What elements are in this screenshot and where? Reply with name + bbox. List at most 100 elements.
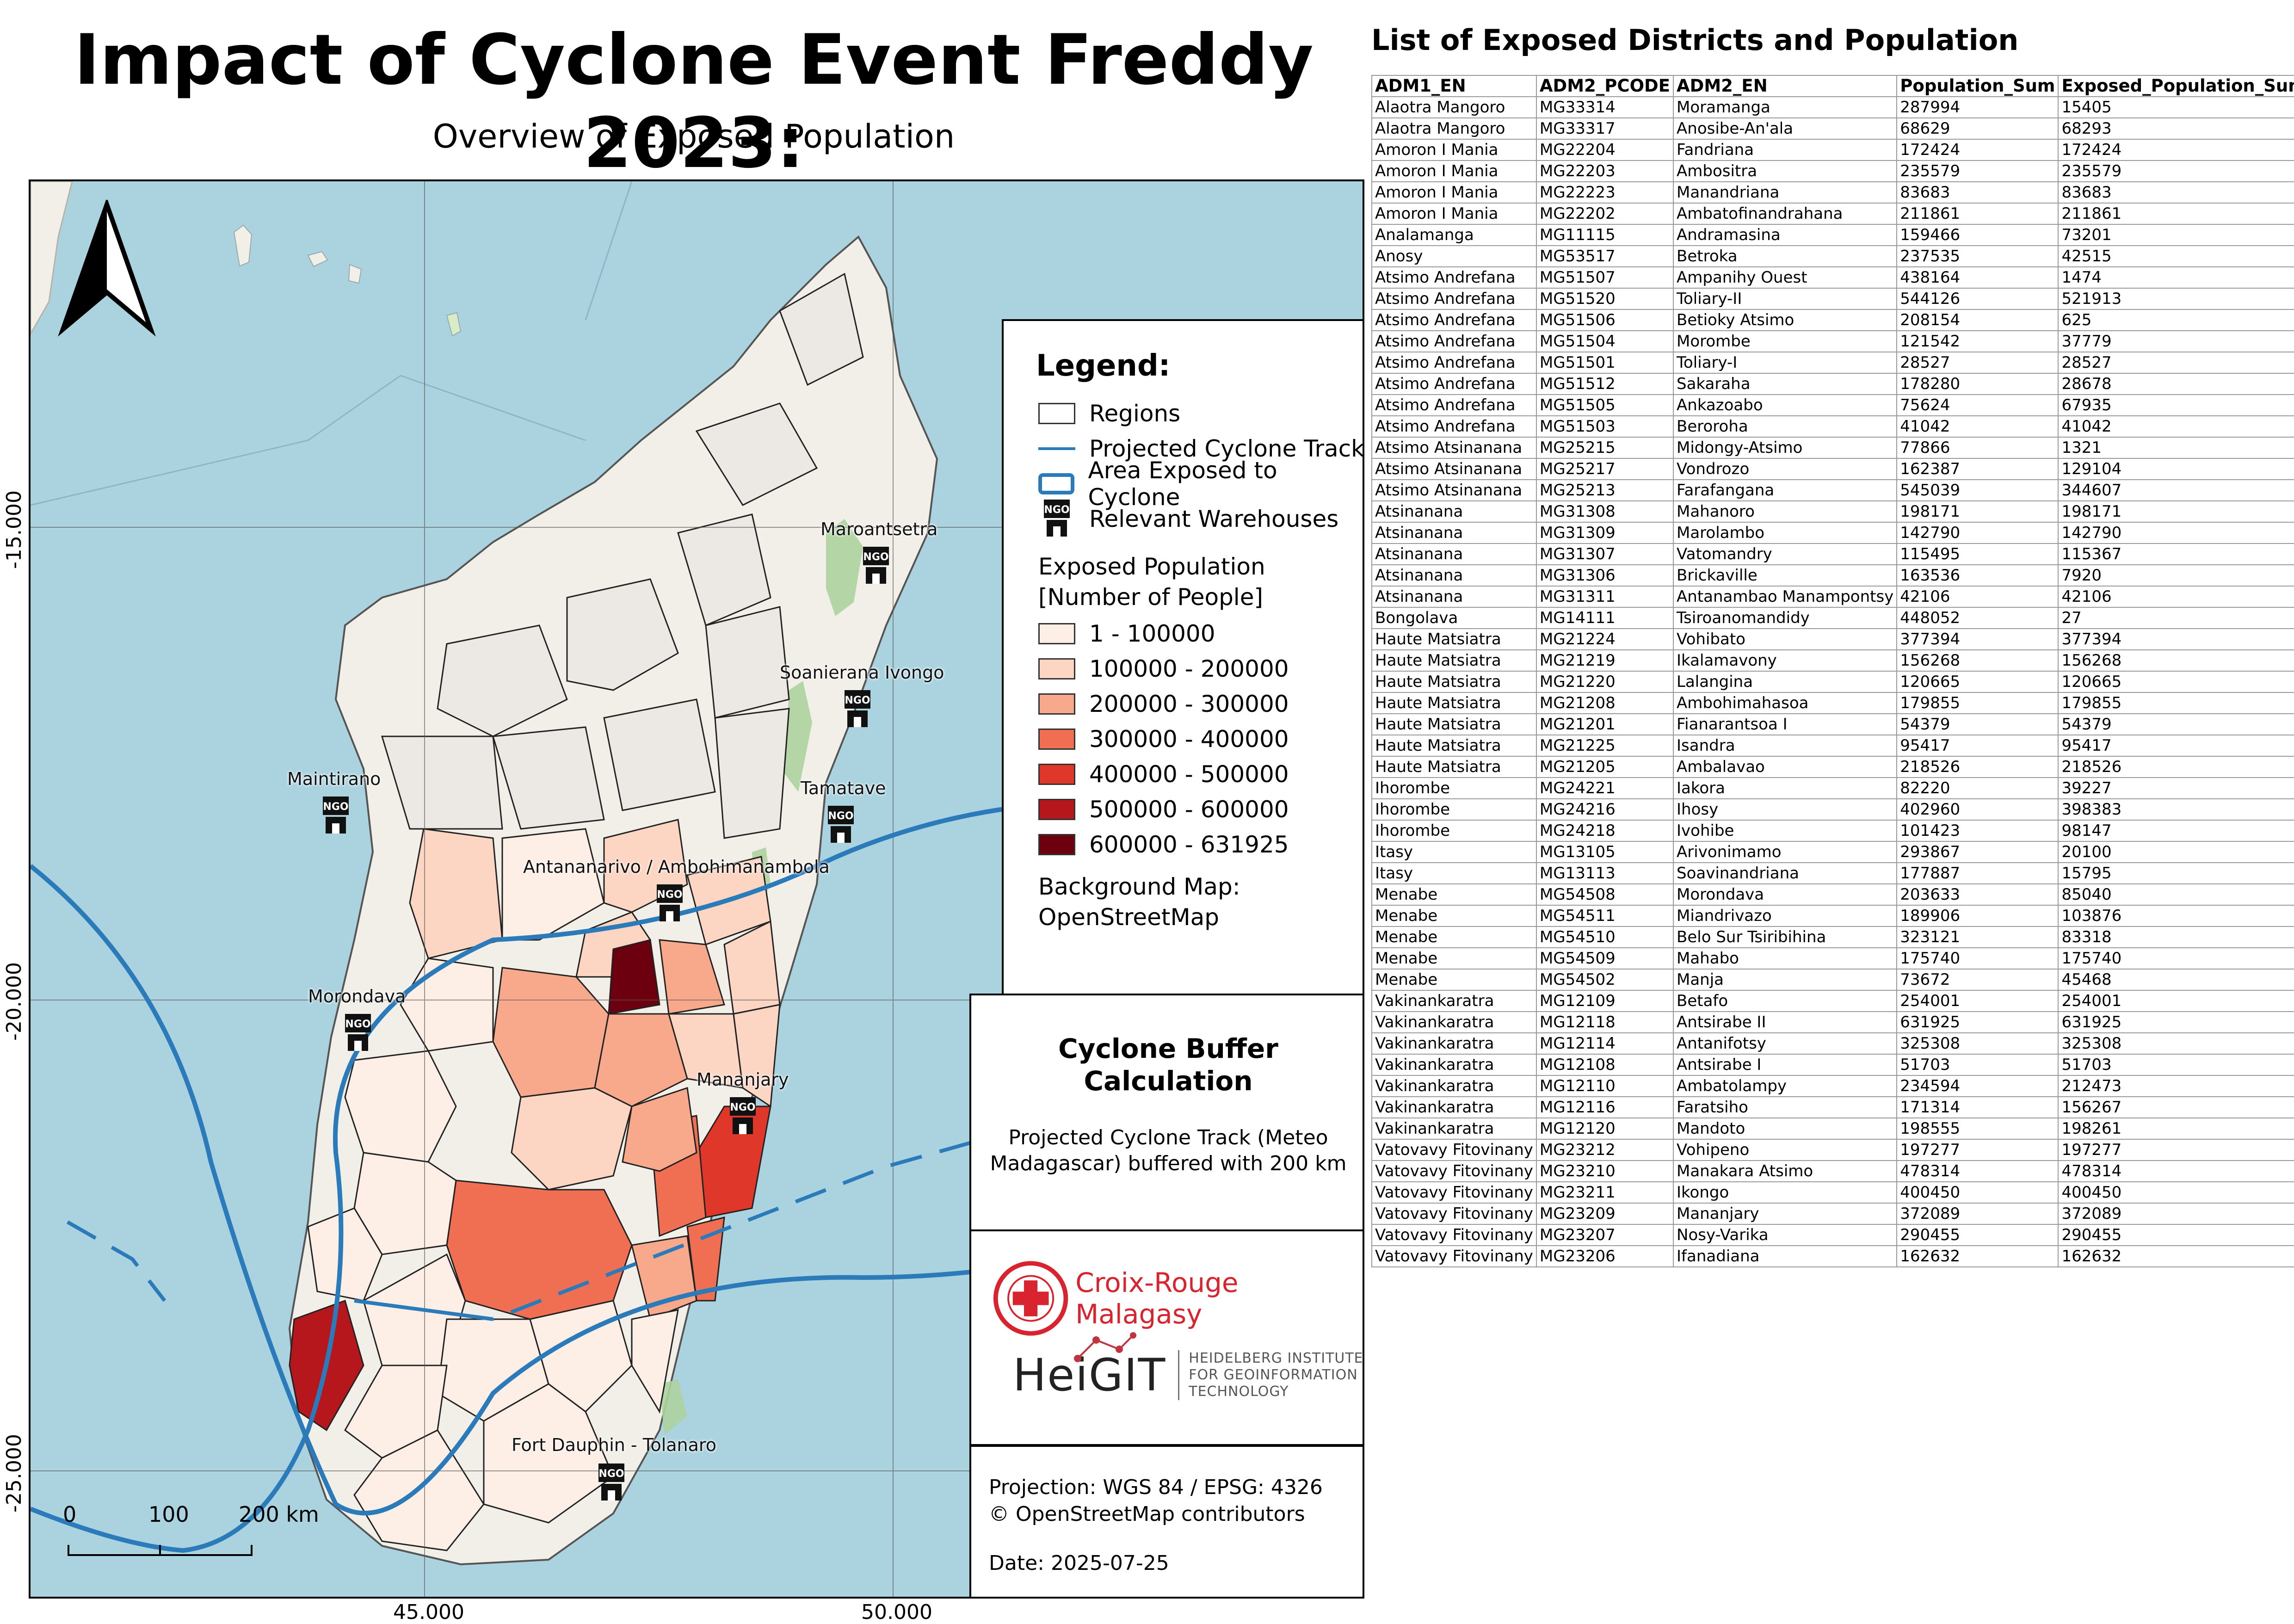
table-row[interactable]: Alaotra Mangoro MG33317 Anosibe-An'ala 6862…	[1371, 117, 2294, 140]
table-cell: MG51504	[1536, 330, 1674, 352]
table-cell: MG13113	[1536, 862, 1674, 884]
ngo-warehouse-icon[interactable]: NGO	[863, 547, 889, 586]
table-row[interactable]: Menabe MG54509 Mahabo 175740 175740	[1371, 947, 2294, 969]
table-row[interactable]: Vakinankaratra MG12120 Mandoto 198555 198261	[1371, 1118, 2294, 1140]
table-row[interactable]: Haute Matsiatra MG21205 Ambalavao 218526 218…	[1371, 756, 2294, 778]
table-row[interactable]: Atsimo Andrefana MG51501 Toliary-I 28527 285…	[1371, 352, 2294, 374]
table-row[interactable]: Vatovavy Fitovinany MG23209 Mananjary 37208…	[1371, 1203, 2294, 1225]
table-row[interactable]: Atsimo Andrefana MG51505 Ankazoabo 75624 679…	[1371, 394, 2294, 416]
table-cell: Ihorombe	[1371, 820, 1537, 842]
warehouse-label-soanierana-ivongo: Soanierana Ivongo	[780, 662, 944, 683]
table-row[interactable]: Menabe MG54510 Belo Sur Tsiribihina 323121 8…	[1371, 926, 2294, 948]
table-row[interactable]: Ihorombe MG24218 Ivohibe 101423 98147	[1371, 820, 2294, 842]
table-row[interactable]: Haute Matsiatra MG21225 Isandra 95417 95417	[1371, 735, 2294, 757]
table-cell: MG11115	[1536, 224, 1674, 246]
column-header[interactable]: ADM1_EN	[1371, 75, 1537, 97]
column-header[interactable]: ADM2_EN	[1673, 75, 1898, 97]
ngo-warehouse-icon[interactable]: NGO	[828, 806, 854, 845]
table-row[interactable]: Atsimo Andrefana MG51520 Toliary-II 544126 5…	[1371, 288, 2294, 310]
table-row[interactable]: Amoron I Mania MG22204 Fandriana 172424 1724…	[1371, 139, 2294, 161]
table-row[interactable]: Atsimo Atsinanana MG25215 Midongy-Atsimo 77…	[1371, 437, 2294, 459]
table-cell: Toliary-II	[1673, 288, 1898, 310]
ngo-warehouse-icon[interactable]: NGO	[730, 1097, 756, 1136]
table-row[interactable]: Vakinankaratra MG12116 Faratsiho 171314 1562…	[1371, 1096, 2294, 1118]
column-header[interactable]: ADM2_PCODE	[1536, 75, 1674, 97]
table-row[interactable]: Itasy MG13105 Arivonimamo 293867 20100	[1371, 841, 2294, 863]
table-cell: 163536	[1896, 564, 2059, 587]
table-row[interactable]: Menabe MG54508 Morondava 203633 85040	[1371, 883, 2294, 906]
table-cell: Antsirabe I	[1673, 1054, 1898, 1076]
table-row[interactable]: Vatovavy Fitovinany MG23212 Vohipeno 197277…	[1371, 1139, 2294, 1161]
table-row[interactable]: Vatovavy Fitovinany MG23211 Ikongo 400450 40…	[1371, 1181, 2294, 1204]
table-row[interactable]: Menabe MG54511 Miandrivazo 189906 103876	[1371, 905, 2294, 927]
table-row[interactable]: Amoron I Mania MG22203 Ambositra 235579 2355…	[1371, 160, 2294, 182]
table-row[interactable]: Analamanga MG11115 Andramasina 159466 73201	[1371, 224, 2294, 246]
table-cell: Andramasina	[1673, 224, 1898, 246]
table-row[interactable]: Atsimo Atsinanana MG25213 Farafangana 54503…	[1371, 479, 2294, 501]
table-row[interactable]: Haute Matsiatra MG21220 Lalangina 120665 120…	[1371, 671, 2294, 693]
table-cell: Atsinanana	[1371, 543, 1537, 565]
table-cell: Menabe	[1371, 883, 1537, 906]
table-cell: 1474	[2058, 266, 2294, 289]
table-row[interactable]: Ihorombe MG24216 Ihosy 402960 398383	[1371, 798, 2294, 821]
table-row[interactable]: Vatovavy Fitovinany MG23206 Ifanadiana 1626…	[1371, 1245, 2294, 1267]
table-row[interactable]: Vakinankaratra MG12108 Antsirabe I 51703 517…	[1371, 1054, 2294, 1076]
table-cell: 234594	[1896, 1075, 2059, 1097]
legend-class: 200000 - 300000	[1038, 690, 1289, 718]
table-row[interactable]: Vakinankaratra MG12114 Antanifotsy 325308 32…	[1371, 1032, 2294, 1055]
table-row[interactable]: Atsimo Andrefana MG51507 Ampanihy Ouest 438…	[1371, 266, 2294, 289]
table-cell: 162632	[1896, 1245, 2059, 1267]
table-row[interactable]: Anosy MG53517 Betroka 237535 42515	[1371, 245, 2294, 267]
table-row[interactable]: Atsimo Andrefana MG51512 Sakaraha 178280 286…	[1371, 373, 2294, 395]
table-row[interactable]: Haute Matsiatra MG21201 Fianarantsoa I 5437…	[1371, 713, 2294, 735]
table-row[interactable]: Haute Matsiatra MG21208 Ambohimahasoa 17985…	[1371, 692, 2294, 714]
ngo-warehouse-icon[interactable]: NGO	[845, 690, 870, 729]
table-cell: 15405	[2058, 96, 2294, 118]
table-row[interactable]: Haute Matsiatra MG21224 Vohibato 377394 3773…	[1371, 628, 2294, 650]
column-header[interactable]: Exposed_Population_Sum	[2058, 75, 2294, 97]
table-row[interactable]: Atsimo Andrefana MG51504 Morombe 121542 3777…	[1371, 330, 2294, 352]
table-row[interactable]: Amoron I Mania MG22223 Manandriana 83683 836…	[1371, 181, 2294, 204]
table-row[interactable]: Atsinanana MG31306 Brickaville 163536 7920	[1371, 564, 2294, 587]
table-row[interactable]: Vakinankaratra MG12118 Antsirabe II 631925 6…	[1371, 1011, 2294, 1033]
table-cell: Atsimo Atsinanana	[1371, 458, 1537, 480]
table-cell: 142790	[2058, 522, 2294, 544]
legend-label: Projected Cyclone Track	[1089, 435, 1364, 462]
table-row[interactable]: Atsinanana MG31311 Antanambao Manampontsy 4…	[1371, 586, 2294, 608]
table-row[interactable]: Menabe MG54502 Manja 73672 45468	[1371, 969, 2294, 991]
table-cell: 235579	[2058, 160, 2294, 182]
table-cell: 293867	[1896, 841, 2059, 863]
table-cell: Vakinankaratra	[1371, 1118, 1537, 1140]
table-cell: 625	[2058, 309, 2294, 331]
ngo-warehouse-icon[interactable]: NGO	[323, 797, 349, 835]
table-row[interactable]: Atsinanana MG31307 Vatomandry 115495 115367	[1371, 543, 2294, 565]
table-row[interactable]: Atsimo Andrefana MG51506 Betioky Atsimo 208…	[1371, 309, 2294, 331]
table-row[interactable]: Vatovavy Fitovinany MG23210 Manakara Atsim…	[1371, 1160, 2294, 1182]
table-cell: 290455	[1896, 1224, 2059, 1246]
table-row[interactable]: Vakinankaratra MG12110 Ambatolampy 234594 21…	[1371, 1075, 2294, 1097]
column-header[interactable]: Population_Sum	[1896, 75, 2059, 97]
ngo-warehouse-icon[interactable]: NGO	[657, 884, 683, 923]
table-row[interactable]: Atsinanana MG31308 Mahanoro 198171 198171	[1371, 500, 2294, 523]
ngo-warehouse-icon[interactable]: NGO	[345, 1014, 371, 1053]
table-row[interactable]: Bongolava MG14111 Tsiroanomandidy 448052 27	[1371, 607, 2294, 629]
table-row[interactable]: Ihorombe MG24221 Iakora 82220 39227	[1371, 777, 2294, 799]
table-row[interactable]: Atsimo Andrefana MG51503 Beroroha 41042 4104…	[1371, 415, 2294, 438]
table-row[interactable]: Atsinanana MG31309 Marolambo 142790 142790	[1371, 522, 2294, 544]
table-cell: Morombe	[1673, 330, 1898, 352]
table-row[interactable]: Vakinankaratra MG12109 Betafo 254001 254001	[1371, 990, 2294, 1012]
table-row[interactable]: Amoron I Mania MG22202 Ambatofinandrahana 2…	[1371, 203, 2294, 225]
table-row[interactable]: Atsimo Atsinanana MG25217 Vondrozo 162387 12…	[1371, 458, 2294, 480]
table-cell: Vatovavy Fitovinany	[1371, 1181, 1537, 1204]
table-row[interactable]: Alaotra Mangoro MG33314 Moramanga 287994 154…	[1371, 96, 2294, 118]
table-cell: MG54509	[1536, 947, 1674, 969]
table-row[interactable]: Vatovavy Fitovinany MG23207 Nosy-Varika 290…	[1371, 1224, 2294, 1246]
table-cell: 631925	[2058, 1011, 2294, 1033]
buffer-text-1: Projected Cyclone Track (Meteo	[1008, 1126, 1328, 1149]
scale-label-200: 200 km	[239, 1502, 319, 1527]
table-row[interactable]: Haute Matsiatra MG21219 Ikalamavony 156268 1…	[1371, 649, 2294, 672]
map-canvas[interactable]: Maroantsetra Soanierana Ivongo Maintiran…	[29, 179, 1364, 1599]
table-row[interactable]: Itasy MG13113 Soavinandriana 177887 15795	[1371, 862, 2294, 884]
table-cell: 129104	[2058, 458, 2294, 480]
ngo-warehouse-icon[interactable]: NGO	[598, 1463, 624, 1502]
